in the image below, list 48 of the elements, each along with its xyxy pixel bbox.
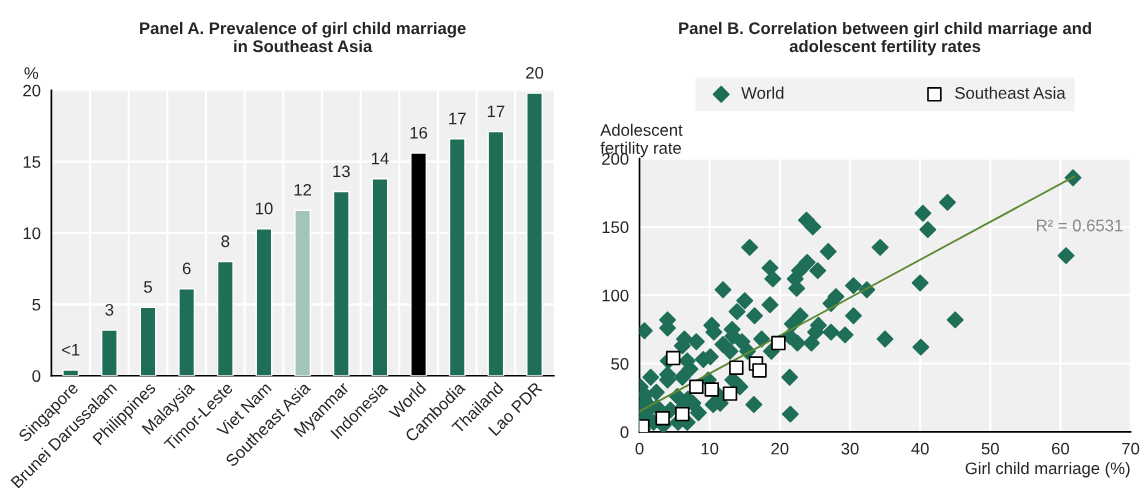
y-tick-label: 15 (23, 156, 41, 168)
x-tick-label: 0 (635, 442, 644, 455)
legend-label: Southeast Asia (955, 86, 1066, 99)
data-label: 14 (371, 152, 389, 165)
x-tick-label: 20 (771, 442, 789, 455)
x-tick-label: 50 (981, 442, 999, 455)
y-tick-label: 5 (32, 298, 41, 311)
bar (62, 369, 80, 376)
data-label: 17 (449, 112, 466, 125)
point (771, 335, 786, 351)
x-tick-label: 70 (1122, 442, 1140, 455)
chart-title: Panel B. Correlation between girl child marriage and adolescent fertility rates (679, 21, 1091, 56)
bar (139, 306, 157, 376)
y-tick-label: 10 (23, 227, 41, 240)
point (675, 406, 690, 422)
x-tick-label: 30 (841, 442, 859, 455)
x-tick-label: 10 (701, 442, 719, 455)
x-tick-label: 60 (1052, 442, 1070, 455)
x-tick-label: 40 (911, 442, 929, 455)
data-label: 16 (410, 126, 428, 139)
data-label: 13 (333, 165, 350, 178)
data-label: 20 (526, 66, 544, 79)
legend-label: World (741, 86, 784, 99)
data-label: 6 (182, 262, 191, 275)
point (752, 363, 767, 378)
chart-title: Panel A. Prevalence of girl child marriage in Southeast Asia (140, 21, 466, 53)
y-tick-label: 0 (32, 370, 41, 382)
data-label: 8 (221, 235, 230, 248)
point (722, 386, 738, 401)
point (665, 350, 681, 366)
point (655, 410, 670, 426)
point (689, 379, 704, 395)
data-label: <1 (62, 344, 80, 356)
point (729, 360, 744, 375)
x-axis-title: Girl child marriage (%) (965, 461, 1130, 478)
point (704, 382, 720, 397)
data-label: 3 (105, 303, 114, 316)
y-axis-title: % (24, 67, 39, 79)
data-label: 12 (294, 183, 312, 196)
annotation: R² = 0.6531 (1037, 219, 1123, 232)
data-label: 10 (255, 202, 273, 215)
data-label: 5 (144, 281, 152, 293)
y-tick-label: 150 (602, 221, 629, 234)
y-tick-label: 50 (611, 357, 629, 370)
data-label: 17 (487, 105, 505, 118)
bar (100, 329, 118, 376)
y-tick-label: 100 (602, 289, 629, 302)
y-tick-label: 20 (23, 84, 41, 97)
